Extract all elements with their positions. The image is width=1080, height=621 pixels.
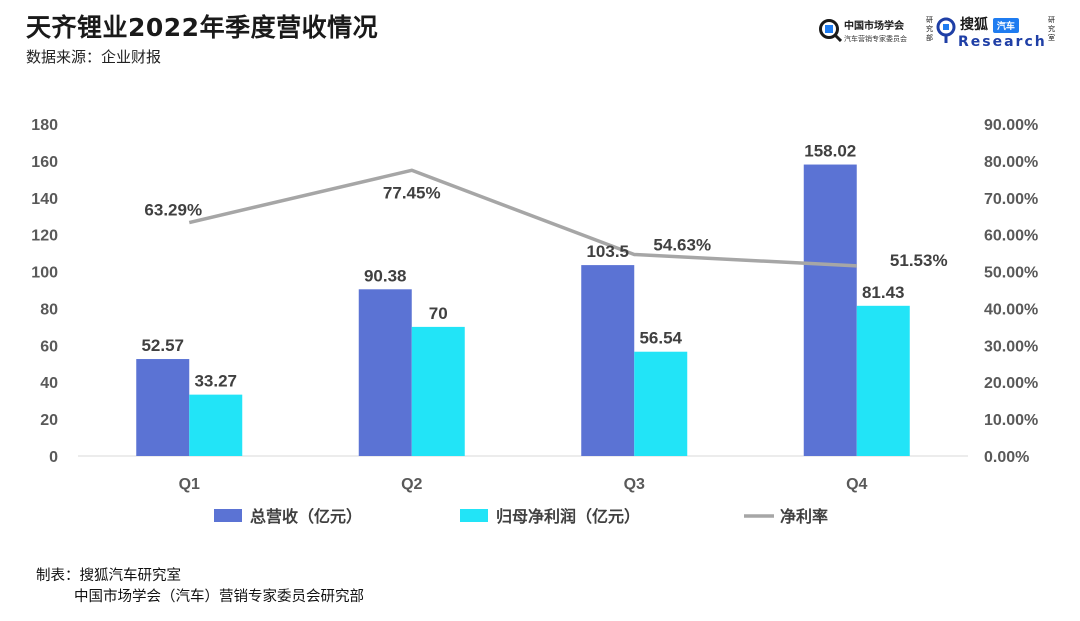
- profit-data-label: 56.54: [639, 329, 682, 348]
- margin-data-label: 54.63%: [653, 235, 711, 254]
- x-tick-label: Q2: [401, 476, 422, 493]
- footer-line1: 制表：搜狐汽车研究室: [36, 566, 364, 587]
- y-left-tick-label: 0: [49, 449, 58, 466]
- footer-line2: 中国市场学会（汽车）营销专家委员会研究部: [36, 587, 364, 608]
- y-right-tick-label: 60.00%: [984, 228, 1038, 245]
- margin-data-label: 51.53%: [890, 251, 948, 270]
- x-tick-label: Q3: [624, 476, 645, 493]
- y-left-tick-label: 40: [40, 375, 58, 392]
- y-right-tick-label: 0.00%: [984, 449, 1029, 466]
- legend: 总营收（亿元） 归母净利润（亿元） 净利率: [214, 507, 828, 526]
- margin-line: [189, 170, 857, 266]
- profit-data-label: 70: [429, 304, 448, 323]
- legend-revenue-label: 总营收（亿元）: [250, 507, 362, 526]
- profit-bar: [412, 327, 465, 456]
- profit-data-label: 33.27: [194, 372, 237, 391]
- y-left-tick-label: 160: [31, 154, 58, 171]
- revenue-bar: [804, 165, 857, 456]
- x-tick-label: Q4: [846, 476, 867, 493]
- y-left-tick-label: 80: [40, 301, 58, 318]
- y-left-tick-label: 140: [31, 191, 58, 208]
- y-right-tick-label: 40.00%: [984, 301, 1038, 318]
- y-right-tick-label: 50.00%: [984, 265, 1038, 282]
- revenue-bar: [136, 359, 189, 456]
- legend-margin-label: 净利率: [780, 507, 828, 526]
- revenue-data-label: 90.38: [364, 266, 407, 285]
- margin-data-label: 63.29%: [144, 201, 202, 220]
- y-left-tick-label: 120: [31, 228, 58, 245]
- revenue-bar: [359, 289, 412, 456]
- profit-bar: [634, 352, 687, 456]
- y-right-tick-label: 30.00%: [984, 338, 1038, 355]
- y-right-tick-label: 70.00%: [984, 191, 1038, 208]
- footer: 制表：搜狐汽车研究室 中国市场学会（汽车）营销专家委员会研究部: [36, 566, 364, 608]
- margin-line-path: [189, 170, 857, 266]
- y-left-tick-label: 180: [31, 117, 58, 134]
- y-left-tick-label: 100: [31, 265, 58, 282]
- chart-svg: 0 20 40 60 80 100 120 140 160 180 0.00% 10.00% 20.00…: [0, 0, 1080, 621]
- profit-data-label: 81.43: [862, 283, 905, 302]
- y-right-tick-label: 20.00%: [984, 375, 1038, 392]
- revenue-bar: [581, 265, 634, 456]
- y-right-tick-label: 90.00%: [984, 117, 1038, 134]
- legend-profit-swatch: [460, 509, 488, 522]
- y-right-tick-label: 10.00%: [984, 412, 1038, 429]
- profit-bar: [857, 306, 910, 456]
- legend-revenue-swatch: [214, 509, 242, 522]
- x-tick-label: Q1: [179, 476, 200, 493]
- profit-bar: [189, 395, 242, 456]
- y-left-tick-label: 20: [40, 412, 58, 429]
- revenue-data-label: 52.57: [141, 336, 184, 355]
- legend-profit-label: 归母净利润（亿元）: [496, 507, 640, 526]
- y-left-tick-label: 60: [40, 338, 58, 355]
- revenue-data-label: 103.5: [586, 242, 629, 261]
- y-right-tick-label: 80.00%: [984, 154, 1038, 171]
- revenue-data-label: 158.02: [804, 142, 856, 161]
- margin-data-label: 77.45%: [383, 183, 441, 202]
